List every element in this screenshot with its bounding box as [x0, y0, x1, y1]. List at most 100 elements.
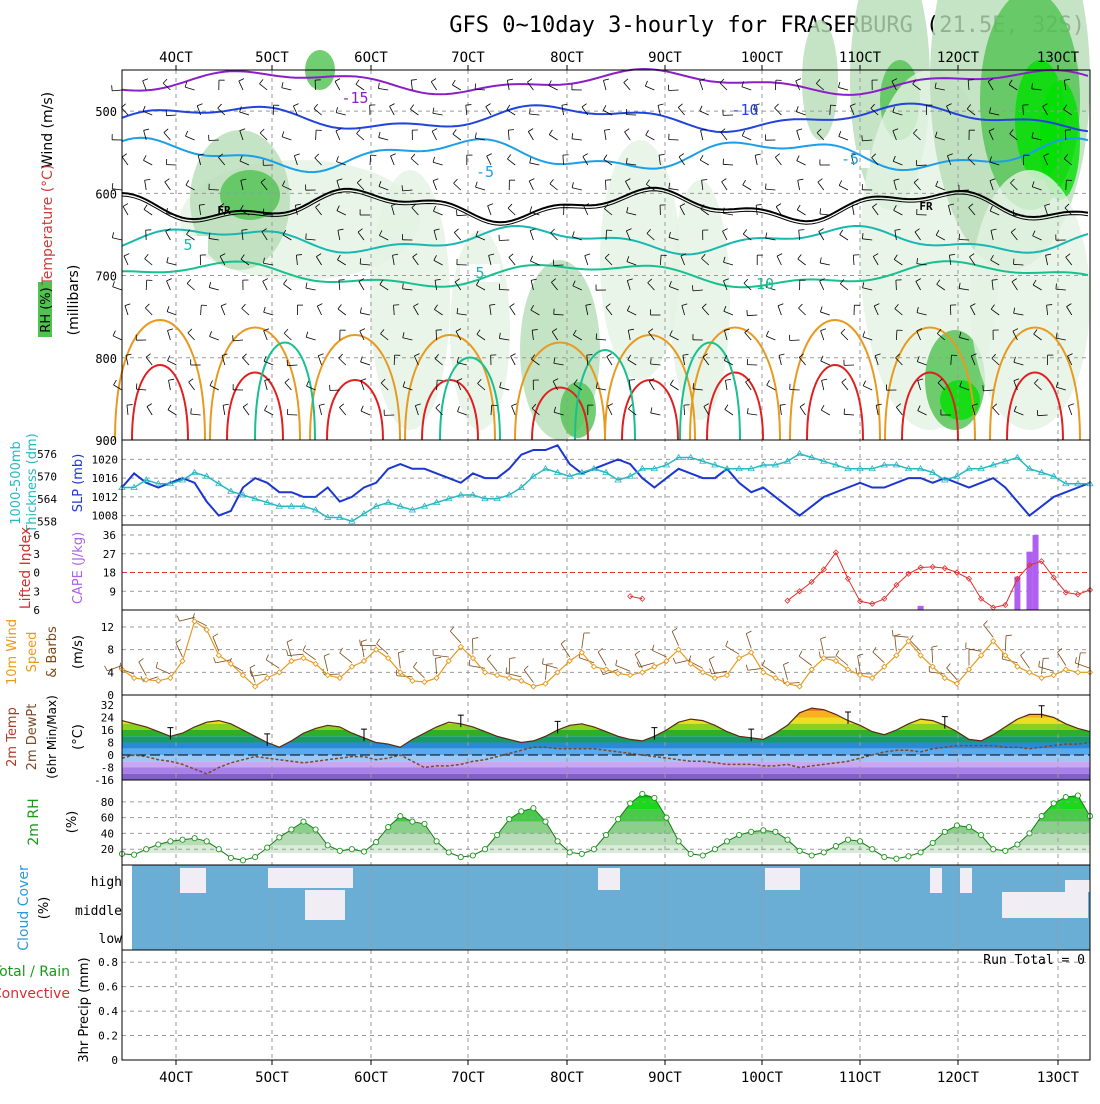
- wind-barb-flag: [1022, 104, 1029, 106]
- wind-barb-flag: [378, 181, 382, 187]
- wind-barb: [283, 328, 292, 341]
- wind-barb: [379, 230, 389, 241]
- wind-barb-shaft: [840, 332, 849, 341]
- wind-barb-shaft: [821, 409, 830, 416]
- wind-barb-flag: [284, 378, 290, 383]
- wind-barb-shaft: [506, 109, 516, 116]
- wind-barb: [532, 379, 539, 391]
- thickness-point: [590, 464, 598, 472]
- wind-barb-shaft: [124, 305, 129, 316]
- wind-barb-flag: [383, 409, 385, 416]
- wind-barb-shaft: [435, 407, 443, 416]
- wind-barb: [457, 406, 467, 416]
- rh-point: [554, 838, 561, 845]
- wind-barb: [485, 103, 492, 116]
- wind-barb-flag: [336, 178, 343, 181]
- isotherm-label: -10: [731, 101, 758, 119]
- wind-barb: [112, 281, 123, 291]
- surface-wind-barb: [435, 656, 442, 675]
- wind-barb-flag: [746, 310, 748, 316]
- wind-barb-flag: [314, 153, 320, 159]
- wind-barb: [916, 356, 927, 366]
- wind-barb-shaft: [701, 258, 710, 266]
- wind-barb: [166, 257, 177, 266]
- wind-barb: [476, 329, 486, 341]
- wind-barb-flag: [410, 104, 415, 110]
- temp-minmax-bar: [748, 728, 755, 742]
- wind-barb-flag: [145, 229, 152, 231]
- wind-barb-flag: [683, 404, 690, 406]
- wind-barb-flag: [144, 254, 149, 259]
- surface-barb-flag: [709, 656, 715, 660]
- wind-barb-flag: [627, 278, 633, 281]
- wind-barb-shaft: [315, 130, 317, 141]
- wind-barb-flag: [165, 110, 167, 116]
- wind-barb: [433, 255, 443, 266]
- wind-barb-flag: [668, 281, 672, 287]
- wind-barb-shaft: [485, 106, 492, 116]
- wind-barb-shaft: [486, 155, 492, 166]
- wind-barb: [1064, 203, 1073, 216]
- surface-barb-flag: [855, 667, 857, 674]
- wind-barb-shaft: [391, 205, 395, 216]
- date-tick-bottom: 6OCT: [354, 1070, 388, 1086]
- wind-barb: [605, 179, 612, 191]
- wind-speed-point: [614, 670, 622, 677]
- wind-barb: [287, 408, 298, 416]
- wind-barb-flag: [817, 178, 823, 183]
- wind-barb-flag: [217, 103, 222, 109]
- wind-barb: [838, 81, 849, 91]
- surface-barb-flag: [965, 642, 967, 649]
- wind-barb-shaft: [992, 407, 1000, 416]
- wind-barb: [797, 178, 804, 191]
- wind-barb-flag: [650, 407, 653, 414]
- wind-barb-shaft: [165, 231, 171, 241]
- wind-barb: [145, 353, 153, 366]
- wind-barb: [162, 78, 171, 91]
- wind-barb-shaft: [378, 186, 389, 191]
- wind-speed-point: [578, 649, 585, 656]
- lifted-point: [941, 565, 948, 572]
- surface-wind-barb: [634, 650, 643, 669]
- wind-barb-shaft: [186, 233, 195, 241]
- warm-isotherm: [309, 334, 401, 441]
- wind-barb-shaft: [477, 383, 486, 391]
- wind-barb-flag: [359, 328, 366, 332]
- wind-barb: [628, 404, 637, 416]
- wind-barb-flag: [360, 405, 364, 412]
- wind-barb: [527, 128, 534, 141]
- wind-barb-shaft: [1014, 410, 1024, 416]
- wind-barb: [329, 384, 340, 391]
- wind-barb-flag: [913, 128, 918, 134]
- rh-point: [893, 855, 900, 862]
- wind-barb-flag: [645, 130, 649, 136]
- date-tick-top: 11OCT: [839, 50, 882, 66]
- wind-barb-shaft: [1063, 158, 1073, 166]
- surface-barb-shaft: [360, 645, 377, 647]
- wind-barb-flag: [853, 254, 859, 256]
- wind-barb-flag: [146, 279, 153, 281]
- wind-barb: [432, 178, 439, 191]
- wind-barb: [668, 231, 679, 241]
- surface-wind-barb: [745, 630, 752, 649]
- rh-point: [784, 836, 791, 843]
- wind-barb-flag: [649, 378, 655, 382]
- wind-barb: [626, 207, 637, 216]
- wind-barb-shaft: [650, 314, 661, 316]
- isotherm-line: [122, 260, 1089, 289]
- thickness-point: [154, 479, 163, 487]
- wind-barb-flag: [989, 107, 992, 114]
- surface-wind-barb: [946, 663, 958, 680]
- wind-barb-flag: [509, 303, 515, 308]
- thickness-point: [759, 461, 768, 468]
- wind-barb-flag: [721, 178, 727, 183]
- wind-barb: [315, 203, 322, 216]
- pressure-tick: 700: [95, 270, 117, 284]
- wind-barb-flag: [861, 135, 863, 141]
- wind-barb-flag: [830, 104, 837, 106]
- wind-barb-flag: [142, 78, 149, 82]
- wind-barb-shaft: [668, 139, 679, 141]
- wind-barb-flag: [779, 404, 786, 406]
- wind-barb: [125, 353, 132, 366]
- wind-barb-shaft: [818, 231, 825, 241]
